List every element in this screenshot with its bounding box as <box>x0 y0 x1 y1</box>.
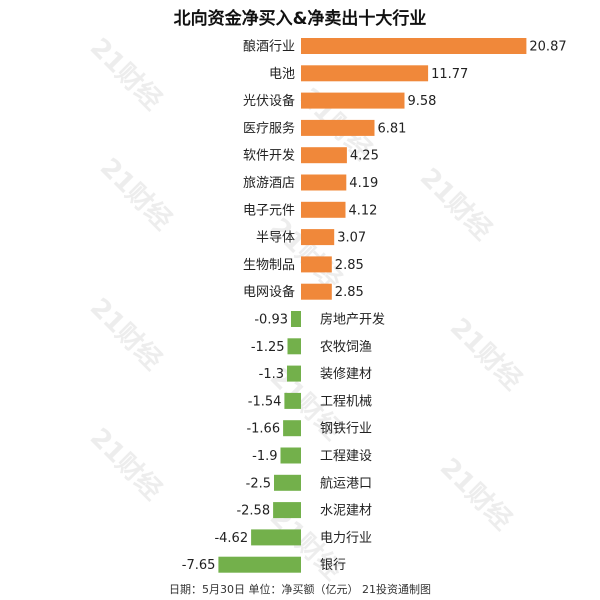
watermark-9: 21财经 <box>434 452 518 536</box>
category-label-19: 银行 <box>320 558 346 573</box>
category-label-6: 电子元件 <box>243 203 295 218</box>
category-label-10: 房地产开发 <box>320 312 385 328</box>
category-label-16: 航运港口 <box>320 475 372 491</box>
category-label-14: 钢铁行业 <box>320 422 372 437</box>
category-label-9: 电网设备 <box>243 284 295 300</box>
category-label-15: 工程建设 <box>320 449 372 464</box>
bar-13 <box>284 392 301 409</box>
bar-11 <box>287 338 301 355</box>
category-label-3: 医疗服务 <box>243 120 295 136</box>
bar-3 <box>301 119 375 136</box>
value-label-14: -1.66 <box>246 422 280 437</box>
value-label-18: -4.62 <box>214 531 248 546</box>
category-label-11: 农牧饲渔 <box>320 340 372 355</box>
watermark-6: 21财经 <box>84 292 168 376</box>
watermark-2: 21财经 <box>414 162 498 246</box>
watermark-0: 21财经 <box>84 32 168 116</box>
bar-12 <box>287 365 301 382</box>
value-label-16: -2.5 <box>246 476 271 491</box>
value-label-17: -2.58 <box>236 504 270 519</box>
bar-7 <box>301 229 335 246</box>
bar-17 <box>273 502 301 519</box>
value-label-4: 4.25 <box>350 149 379 164</box>
bar-16 <box>274 474 301 491</box>
bar-15 <box>280 447 301 464</box>
value-label-7: 3.07 <box>337 231 366 246</box>
bar-1 <box>301 65 429 82</box>
category-label-0: 酿酒行业 <box>243 39 295 55</box>
value-label-11: -1.25 <box>251 340 285 355</box>
bar-18 <box>251 529 301 546</box>
value-label-5: 4.19 <box>349 176 378 191</box>
bar-9 <box>301 283 332 300</box>
chart-footer: 日期：5月30日 单位：净买额（亿元） 21投资通制图 <box>169 582 431 596</box>
category-label-5: 旅游酒店 <box>243 176 295 191</box>
value-label-10: -0.93 <box>254 313 288 328</box>
chart-title: 北向资金净买入&净卖出十大行业 <box>173 9 427 29</box>
value-label-12: -1.3 <box>259 367 284 382</box>
bar-19 <box>218 556 301 573</box>
value-label-1: 11.77 <box>431 67 468 82</box>
watermark-8: 21财经 <box>84 422 168 506</box>
category-label-17: 水泥建材 <box>320 504 372 519</box>
category-label-8: 生物制品 <box>243 258 295 273</box>
value-label-9: 2.85 <box>335 285 364 300</box>
value-label-13: -1.54 <box>248 394 282 409</box>
bar-0 <box>301 38 527 54</box>
category-label-12: 装修建材 <box>320 367 372 382</box>
category-label-2: 光伏设备 <box>243 93 295 109</box>
value-label-6: 4.12 <box>349 203 378 218</box>
watermark-3: 21财经 <box>94 152 178 236</box>
category-label-7: 半导体 <box>256 231 295 246</box>
watermark-5: 21财经 <box>444 312 528 396</box>
value-label-8: 2.85 <box>335 258 364 273</box>
bar-10 <box>291 311 301 327</box>
bar-4 <box>301 147 347 164</box>
value-label-3: 6.81 <box>378 121 407 136</box>
bars-layer: 酿酒行业 20.87 电池 11.77 光伏设备 9.58 医疗服务 6.81 软件开发 4.25… <box>182 38 567 573</box>
category-label-1: 电池 <box>269 67 295 82</box>
value-label-0: 20.87 <box>529 40 566 55</box>
category-label-18: 电力行业 <box>320 531 372 546</box>
bar-6 <box>301 201 346 218</box>
watermark-4: 21财经 <box>264 212 348 296</box>
bar-5 <box>301 174 347 191</box>
value-label-2: 9.58 <box>408 94 437 109</box>
bar-8 <box>301 256 332 273</box>
bar-2 <box>301 92 405 109</box>
value-label-19: -7.65 <box>182 558 216 573</box>
value-label-15: -1.9 <box>252 449 277 464</box>
bar-14 <box>283 420 301 437</box>
category-label-4: 软件开发 <box>243 148 295 164</box>
category-label-13: 工程机械 <box>320 394 372 409</box>
